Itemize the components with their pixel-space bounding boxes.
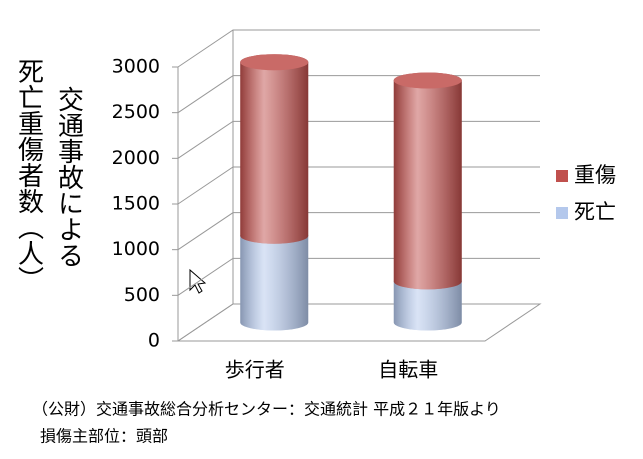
source-note: （公財）交通事故総合分析センター：交通統計 平成２１年版より — [32, 400, 501, 419]
grid-line — [177, 303, 540, 342]
bar-top — [240, 54, 309, 71]
grid-line — [177, 212, 540, 251]
bar-top — [393, 72, 462, 89]
legend-swatch — [556, 170, 568, 182]
bar-highlight — [240, 227, 309, 331]
bar-top-highlight — [240, 54, 309, 71]
grid-line — [177, 257, 540, 296]
y-tick-label: 3000 — [112, 56, 160, 78]
y-tick-label: 1500 — [112, 193, 160, 215]
y-tick-label: 0 — [148, 330, 160, 352]
grid-line — [177, 75, 540, 114]
y-tick-label: 1000 — [112, 238, 160, 260]
y-axis-label: 交通事故による — [54, 86, 84, 268]
y-axis-label: 死亡重傷者数（人） — [14, 58, 44, 292]
legend-swatch — [556, 207, 568, 219]
bar-highlight — [240, 54, 309, 244]
legend-label: 重傷 — [574, 163, 616, 187]
x-tick-label: 自転車 — [378, 358, 438, 382]
source-note: 損傷主部位：頭部 — [40, 427, 168, 446]
y-tick-label: 2000 — [112, 147, 160, 169]
floor — [176, 303, 542, 342]
bar-highlight — [393, 72, 462, 290]
grid-line — [177, 166, 540, 205]
y-tick-label: 2500 — [112, 101, 160, 123]
cursor — [189, 268, 207, 294]
y-tick-label: 500 — [124, 284, 160, 306]
x-tick-label: 歩行者 — [225, 358, 285, 382]
grid-line — [177, 120, 540, 159]
legend-label: 死亡 — [574, 200, 616, 224]
bar-top-highlight — [393, 72, 462, 89]
grid-line — [177, 29, 540, 68]
